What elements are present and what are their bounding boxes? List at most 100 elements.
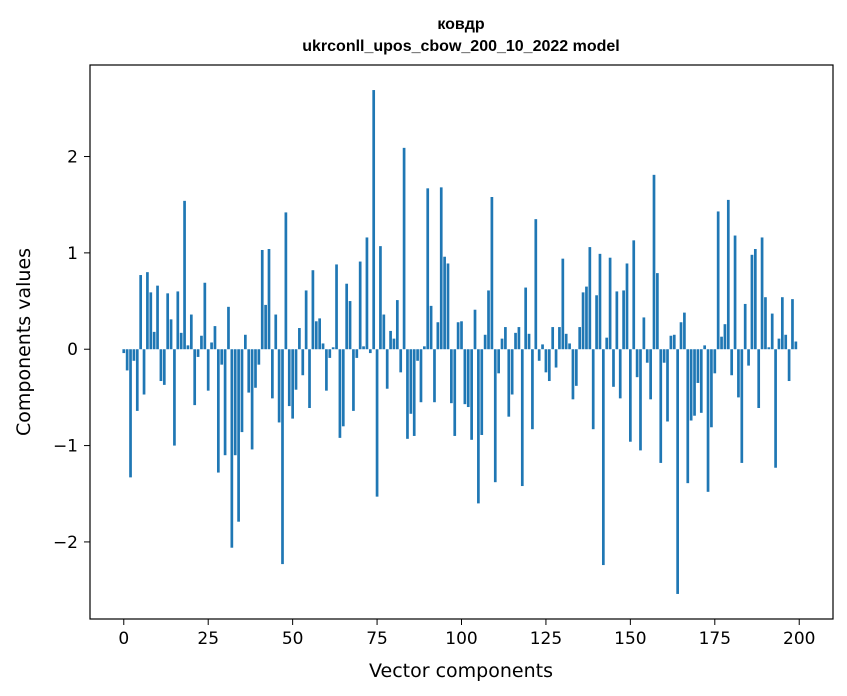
bar (244, 334, 247, 350)
bar (585, 286, 588, 350)
bar (254, 349, 257, 388)
bar (777, 338, 781, 350)
bar (473, 309, 477, 350)
bar (406, 349, 409, 439)
bar (524, 287, 528, 350)
bar (331, 347, 335, 350)
bar (416, 349, 419, 361)
bar (659, 349, 663, 463)
bar (605, 337, 609, 350)
bar (784, 334, 788, 350)
bar (433, 349, 436, 403)
bar (507, 349, 511, 417)
bar (780, 297, 784, 350)
bar (514, 332, 517, 350)
bar (183, 200, 186, 350)
chart-title: ковдр (437, 16, 485, 33)
x-axis-label: Vector components (369, 660, 553, 682)
x-tick-label: 75 (366, 629, 388, 649)
bar (632, 240, 636, 350)
bar (635, 349, 639, 378)
bar (186, 345, 190, 350)
bar (176, 291, 180, 350)
bar (726, 199, 730, 350)
bar (618, 349, 622, 399)
bar (537, 349, 541, 361)
y-tick-label: 0 (67, 340, 78, 360)
bar (227, 306, 230, 350)
bar (568, 343, 571, 350)
bar (642, 317, 646, 350)
bar (311, 270, 315, 350)
bar (520, 349, 524, 487)
bar (669, 335, 673, 350)
bar (683, 312, 686, 350)
bar (125, 349, 129, 371)
bar (220, 349, 224, 365)
bar (355, 349, 359, 358)
x-tick-label: 25 (197, 629, 219, 649)
bar (156, 285, 159, 350)
x-tick-label: 200 (783, 629, 815, 649)
x-tick-label: 150 (614, 629, 646, 649)
bar (206, 349, 210, 391)
bar (629, 349, 632, 442)
bar (760, 237, 764, 350)
y-axis-label: Components values (13, 248, 35, 436)
bar (264, 304, 267, 350)
bar (233, 349, 237, 456)
bar (159, 349, 163, 382)
bar (216, 349, 220, 473)
bar (460, 321, 463, 350)
bar (652, 174, 656, 350)
bar (436, 322, 440, 350)
bar (666, 349, 669, 422)
bar (379, 246, 382, 350)
bar (149, 292, 153, 350)
bar (588, 247, 592, 350)
bar (139, 275, 143, 350)
bar (490, 197, 494, 350)
bar (135, 349, 139, 411)
bar (294, 349, 298, 390)
bar (527, 333, 531, 350)
bar (649, 349, 652, 400)
bar (287, 349, 291, 407)
bar (173, 349, 176, 446)
bar (203, 282, 207, 350)
bar (723, 324, 727, 350)
bar (250, 349, 254, 450)
bar (314, 321, 318, 350)
bar (547, 349, 551, 382)
x-tick-label: 0 (118, 629, 129, 649)
bar (412, 349, 416, 436)
bar (757, 349, 761, 408)
bar (470, 349, 473, 440)
bar (689, 349, 693, 421)
bar (679, 322, 683, 350)
bar (703, 345, 707, 350)
bar (510, 349, 514, 395)
bar (791, 299, 794, 350)
bar (237, 349, 240, 522)
bar (189, 314, 193, 350)
bar (706, 349, 710, 492)
bar (301, 349, 305, 376)
bar (578, 327, 582, 350)
bar (446, 263, 450, 350)
bar (531, 349, 534, 430)
bar (598, 253, 602, 350)
bar (750, 254, 754, 350)
bar (656, 273, 659, 350)
bar (463, 349, 467, 405)
bar-series (122, 90, 798, 594)
bar (328, 349, 332, 358)
bar (737, 349, 740, 398)
bar (341, 349, 345, 427)
bar (787, 349, 791, 382)
bar (686, 349, 690, 484)
bar (466, 349, 470, 408)
bar (260, 249, 264, 350)
bar (284, 212, 288, 350)
bar (612, 349, 615, 387)
